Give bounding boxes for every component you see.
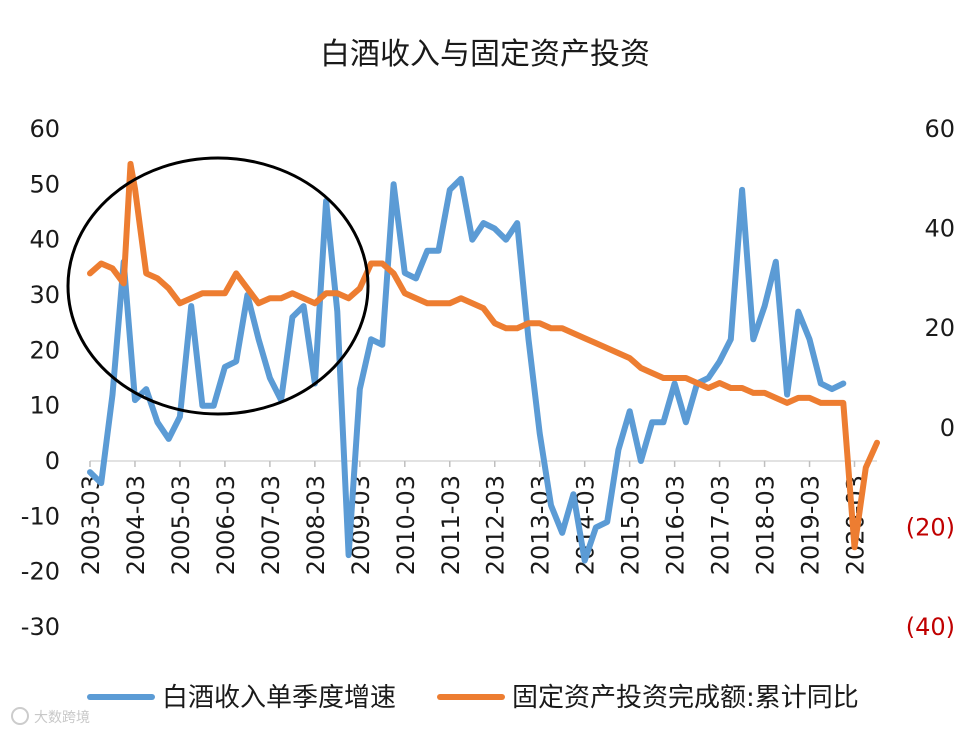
y-right-tick-label: 20 (924, 314, 955, 342)
y-left-tick-label: 30 (29, 281, 60, 309)
legend: 白酒收入单季度增速 固定资产投资完成额:累计同比 (87, 683, 859, 713)
x-tick-label: 2019-03 (797, 475, 825, 575)
watermark-text: 大数跨境 (34, 710, 90, 726)
watermark: 大数跨境 (11, 707, 90, 726)
legend-label: 固定资产投资完成额:累计同比 (512, 683, 859, 713)
y-axis-left: 60 50 40 30 20 10 0 -10 -20 -30 (21, 115, 60, 641)
y-left-tick-label: -10 (21, 502, 60, 530)
y-left-tick-label: 50 (29, 170, 60, 198)
y-axis-right: 60 40 20 0 (20) (40) (906, 115, 955, 641)
y-left-tick-label: 10 (29, 392, 60, 420)
y-left-tick-label: -20 (21, 558, 60, 586)
highlight-ellipse (66, 156, 370, 416)
x-tick-label: 2007-03 (257, 475, 285, 575)
y-right-tick-label: 60 (924, 115, 955, 143)
y-left-tick-label: 60 (29, 115, 60, 143)
y-left-tick-label: -30 (21, 613, 60, 641)
x-tick-label: 2003-03 (77, 475, 105, 575)
series-line-baijiu-revenue (87, 175, 847, 564)
x-tick-label: 2012-03 (482, 475, 510, 575)
x-tick-label: 2015-03 (617, 475, 645, 575)
plot-area (87, 160, 880, 564)
x-tick-label: 2016-03 (662, 475, 690, 575)
y-right-tick-label: 0 (940, 414, 955, 442)
y-left-tick-label: 20 (29, 336, 60, 364)
x-tick-label: 2011-03 (437, 475, 465, 575)
x-tick-label: 2006-03 (212, 475, 240, 575)
y-right-tick-label: (40) (906, 613, 955, 641)
chart-title: 白酒收入与固定资产投资 (320, 37, 650, 72)
legend-label: 白酒收入单季度增速 (162, 683, 396, 713)
y-left-tick-label: 40 (29, 226, 60, 254)
y-left-tick-label: 0 (45, 447, 60, 475)
y-right-tick-label: (20) (906, 513, 955, 541)
x-tick-label: 2008-03 (302, 475, 330, 575)
watermark-icon (11, 707, 29, 725)
x-tick-label: 2018-03 (752, 475, 780, 575)
x-tick-label: 2010-03 (392, 475, 420, 575)
x-tick-label: 2004-03 (122, 475, 150, 575)
x-axis: 2003-03 2004-03 2005-03 2006-03 2007-03 2008-… (77, 461, 870, 575)
series-line-fixed-asset-investment (87, 160, 880, 551)
y-right-tick-label: 40 (924, 215, 955, 243)
x-tick-label: 2005-03 (167, 475, 195, 575)
x-tick-label: 2017-03 (707, 475, 735, 575)
